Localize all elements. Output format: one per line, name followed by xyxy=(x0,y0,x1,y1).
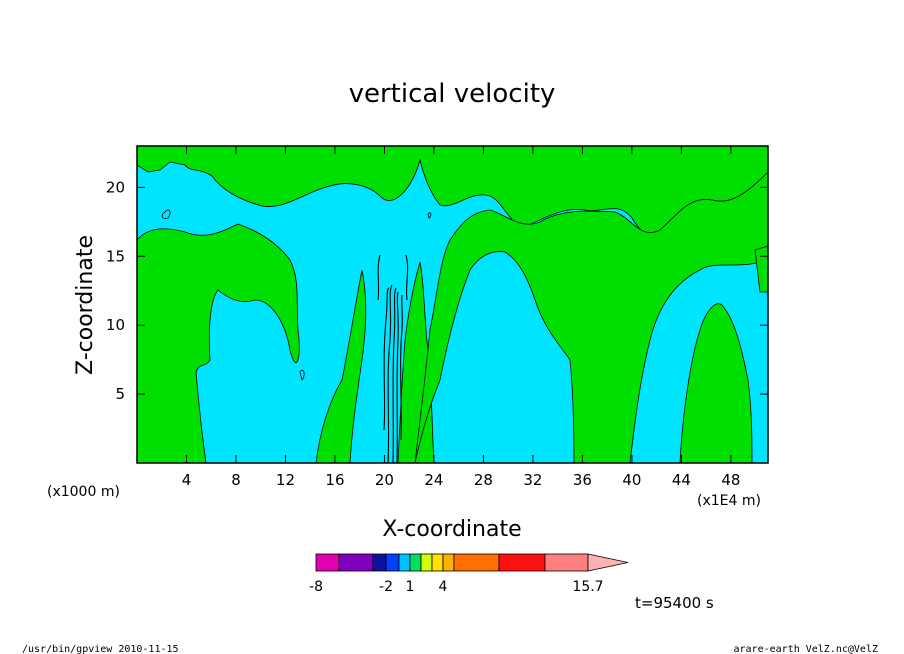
x-tick-label: 4 xyxy=(182,471,192,489)
colorbar-swatch xyxy=(498,553,546,572)
x-tick-label: 36 xyxy=(573,471,592,489)
x-tick-label: 32 xyxy=(523,471,542,489)
x-axis-label: X-coordinate xyxy=(382,517,521,542)
colorbar-label: 1 xyxy=(406,579,415,595)
core-contour-4 xyxy=(383,287,390,431)
colorbar-extend-arrow xyxy=(587,553,629,572)
x-unit-right: (x1E4 m) xyxy=(697,493,761,509)
x-tick-label: 8 xyxy=(231,471,241,489)
colorbar-swatch xyxy=(544,553,589,572)
chart-title: vertical velocity xyxy=(349,79,556,109)
updraft-core xyxy=(377,254,409,464)
time-label: t=95400 s xyxy=(635,594,714,612)
y-axis-label: Z-coordinate xyxy=(73,235,98,375)
x-tick-label: 24 xyxy=(424,471,443,489)
footer-left: /usr/bin/gpview 2010-11-15 xyxy=(22,644,179,654)
positive-region-3 xyxy=(315,269,367,464)
core-contour-2 xyxy=(392,287,397,464)
x-tick-label: 28 xyxy=(474,471,493,489)
plot-area xyxy=(136,145,769,464)
colorbar-label: -8 xyxy=(309,579,323,595)
x-tick-label: 44 xyxy=(672,471,691,489)
colorbar-swatch xyxy=(409,553,422,572)
negative-cell-1 xyxy=(161,209,171,219)
colorbar-swatch xyxy=(398,553,411,572)
colorbar-swatch xyxy=(431,553,444,572)
colorbar-swatch xyxy=(372,553,387,572)
y-tick-label: 20 xyxy=(106,178,125,196)
core-contour-1 xyxy=(387,284,393,464)
velocity-field xyxy=(136,145,769,464)
negative-cell-2 xyxy=(299,369,305,381)
core-contour-7 xyxy=(405,254,409,301)
colorbar-swatch xyxy=(315,553,340,572)
y-tick-label: 15 xyxy=(106,247,125,265)
colorbar: -8 -2 1 4 15.7 xyxy=(309,553,629,595)
colorbar-label: -2 xyxy=(379,579,393,595)
colorbar-swatch xyxy=(453,553,500,572)
core-contour-6 xyxy=(377,254,381,301)
footer-right: arare-earth_VelZ.nc@VelZ xyxy=(734,644,879,654)
x-tick-label: 40 xyxy=(622,471,641,489)
x-tick-label: 12 xyxy=(276,471,295,489)
plot-frame xyxy=(136,145,769,464)
colorbar-swatch xyxy=(385,553,400,572)
colorbar-swatch xyxy=(338,553,374,572)
colorbar-swatch xyxy=(442,553,455,572)
x-tick-label: 20 xyxy=(375,471,394,489)
x-unit-left: (x1000 m) xyxy=(47,484,120,500)
core-contour-3 xyxy=(396,291,399,464)
positive-region-6 xyxy=(679,303,753,464)
positive-region-5 xyxy=(414,171,769,464)
x-tick-label: 48 xyxy=(721,471,740,489)
y-tick-label: 10 xyxy=(106,316,125,334)
colorbar-label: 4 xyxy=(439,579,448,595)
colorbar-swatch xyxy=(420,553,433,572)
colorbar-label: 15.7 xyxy=(572,579,603,595)
core-contour-5 xyxy=(400,294,403,441)
x-tick-label: 16 xyxy=(325,471,344,489)
y-tick-label: 5 xyxy=(115,385,125,403)
negative-cell-3 xyxy=(427,212,432,219)
positive-region-2 xyxy=(136,223,300,464)
